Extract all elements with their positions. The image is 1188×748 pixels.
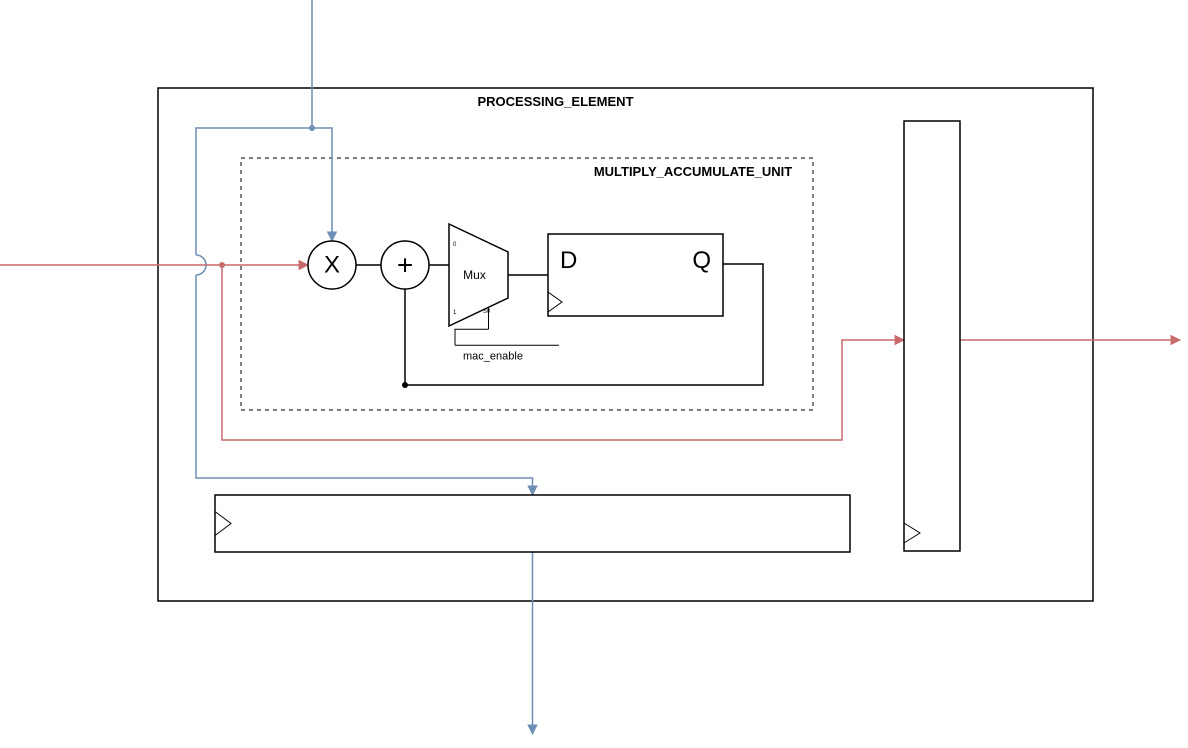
junction-blue [309,125,315,131]
mac-enable-label: mac_enable [463,350,523,362]
right-register-box [904,121,960,551]
multiply-label: X [324,252,340,279]
junction-red [219,262,225,268]
mac-unit-title: MULTIPLY_ACCUMULATE_UNIT [594,164,792,179]
junction-fb1 [402,382,408,388]
mux-label: Mux [463,268,486,282]
processing-element-title: PROCESSING_ELEMENT [477,94,633,109]
mux-sel-label: S0 [483,309,491,315]
q-label: Q [692,247,711,274]
add-label: + [397,250,413,281]
bottom-register-box [215,495,850,552]
d-label: D [560,247,577,274]
blue-top-input [312,0,332,241]
